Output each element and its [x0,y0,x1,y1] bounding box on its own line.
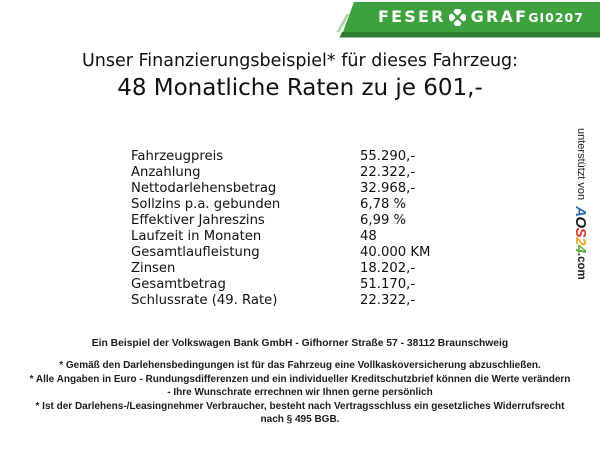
footnote-1: * Gemäß den Darlehensbedingungen ist für… [0,360,600,372]
row-value: 32.968,- [360,181,416,196]
domain-suffix: .com [575,252,587,280]
clover-icon [448,8,466,26]
brand-word-feser: FESER [378,7,446,26]
footnote-3: * Ist der Darlehens-/Leasingnehmer Verbr… [0,401,600,426]
banner-shadow-strip [339,32,600,38]
table-row: Sollzins p.a. gebunden 6,78 % [131,197,430,213]
logo-letter: O [572,216,590,228]
row-label: Nettodarlehensbetrag [131,181,277,196]
logo-letter: 4 [572,245,590,253]
aos24-logo: AOS24 [573,206,590,253]
dealer-code: GI0207 [528,9,584,25]
supported-by-label: unterstützt von [575,128,587,201]
banner-content: FESER GRAF GI0207 [354,2,600,32]
footnote-line: * Ist der Darlehens-/Leasingnehmer Verbr… [35,401,565,413]
footnote-line: * Gemäß den Darlehensbedingungen ist für… [59,360,541,371]
row-value: 22.322,- [360,165,416,180]
footnote-line: nach § 495 BGB. [260,413,340,425]
logo-letter: S [572,227,590,238]
row-label: Sollzins p.a. gebunden [131,197,281,212]
row-value: 48 [360,229,377,244]
logo-letter: A [572,206,590,217]
row-value: 18.202,- [360,261,416,276]
footnote-2: * Alle Angaben in Euro - Rundungsdiffere… [0,374,600,399]
row-label: Anzahlung [131,165,201,180]
footer: Ein Beispiel der Volkswagen Bank GmbH - … [0,338,600,428]
table-row: Effektiver Jahreszins 6,99 % [131,213,430,229]
page-title: Unser Finanzierungsbeispiel* für dieses … [81,51,519,71]
header-banner [336,2,600,38]
row-label: Effektiver Jahreszins [131,213,265,228]
table-row: Laufzeit in Monaten 48 [131,229,430,245]
page-subtitle: 48 Monatliche Raten zu je 601,- [117,75,483,101]
row-label: Laufzeit in Monaten [131,229,262,244]
footnote-line: - Ihre Wunschrate errechnen wir Ihnen ge… [167,386,433,398]
bank-line: Ein Beispiel der Volkswagen Bank GmbH - … [91,338,509,349]
banner-light-stripe [336,14,350,32]
feser-graf-logo: FESER GRAF [354,7,529,26]
table-row: Fahrzeugpreis 55.290,- [131,149,430,165]
table-row: Schlussrate (49. Rate) 22.322,- [131,293,430,309]
row-value: 40.000 KM [360,245,431,260]
brand-word-graf: GRAF [470,7,529,26]
title-block: Unser Finanzierungsbeispiel* für dieses … [0,50,600,103]
row-value: 51.170,- [360,277,416,292]
footnote-line: * Alle Angaben in Euro - Rundungsdiffere… [29,374,571,386]
row-value: 6,78 % [360,197,407,212]
sidebar-vertical-text: unterstützt von AOS24 .com [570,128,592,313]
table-row: Anzahlung 22.322,- [131,165,430,181]
table-row: Zinsen 18.202,- [131,261,430,277]
row-label: Fahrzeugpreis [131,149,224,164]
table-row: Gesamtlaufleistung 40.000 KM [131,245,430,261]
row-label: Gesamtbetrag [131,277,226,292]
table-row: Gesamtbetrag 51.170,- [131,277,430,293]
row-value: 55.290,- [360,149,416,164]
row-value: 6,99 % [360,213,407,228]
row-value: 22.322,- [360,293,416,308]
row-label: Schlussrate (49. Rate) [131,293,278,308]
table-row: Nettodarlehensbetrag 32.968,- [131,181,430,197]
finance-table: Fahrzeugpreis 55.290,- Anzahlung 22.322,- … [131,149,430,309]
row-label: Gesamtlaufleistung [131,245,260,260]
logo-letter: 2 [572,237,590,246]
banner-main-shape [343,2,600,32]
row-label: Zinsen [131,261,176,276]
